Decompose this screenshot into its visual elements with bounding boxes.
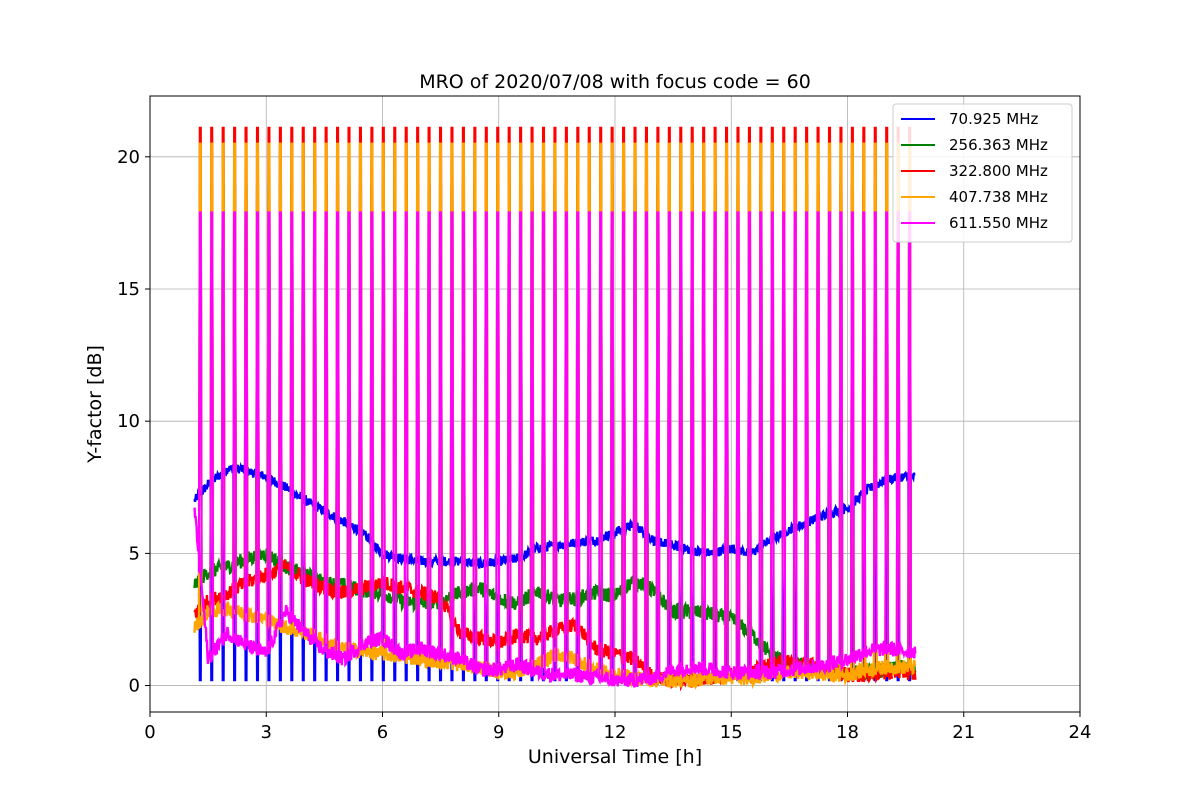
y-tick-label: 20 <box>117 147 140 168</box>
legend-label: 256.363 MHz <box>949 136 1048 154</box>
series-line <box>193 507 917 688</box>
x-tick-label: 9 <box>493 722 504 743</box>
series-line <box>193 461 916 569</box>
x-axis: 0 3 6 9 12 15 18 21 24 <box>144 712 1091 743</box>
calibration-pulses <box>197 142 912 681</box>
x-tick-label: 24 <box>1069 722 1092 743</box>
x-tick-label: 3 <box>261 722 272 743</box>
series-line <box>193 559 917 692</box>
x-tick-label: 18 <box>836 722 859 743</box>
calibration-pulses <box>197 211 912 681</box>
y-axis: 0 5 10 15 20 <box>117 147 150 697</box>
series-4 <box>193 211 917 688</box>
y-tick-label: 0 <box>129 676 140 697</box>
legend-label: 407.738 MHz <box>949 188 1048 206</box>
x-tick-label: 21 <box>952 722 975 743</box>
legend-label: 322.800 MHz <box>949 162 1048 180</box>
x-tick-label: 6 <box>377 722 388 743</box>
legend-label: 611.550 MHz <box>949 214 1048 232</box>
y-axis-title: Y-factor [dB] <box>84 345 106 464</box>
x-tick-label: 15 <box>720 722 743 743</box>
chart-title: MRO of 2020/07/08 with focus code = 60 <box>419 71 811 93</box>
x-tick-label: 12 <box>604 722 627 743</box>
y-tick-label: 5 <box>129 543 140 564</box>
legend-label: 70.925 MHz <box>949 110 1038 128</box>
series-2 <box>193 126 917 692</box>
legend: 70.925 MHz 256.363 MHz 322.800 MHz 407.738 … <box>892 103 1073 243</box>
y-tick-label: 10 <box>117 411 140 432</box>
x-tick-label: 0 <box>144 722 155 743</box>
plot-area <box>193 126 917 692</box>
y-tick-label: 15 <box>117 279 140 300</box>
x-axis-title: Universal Time [h] <box>528 746 702 768</box>
calibration-pulses <box>197 126 912 681</box>
legend-box <box>892 103 1073 243</box>
